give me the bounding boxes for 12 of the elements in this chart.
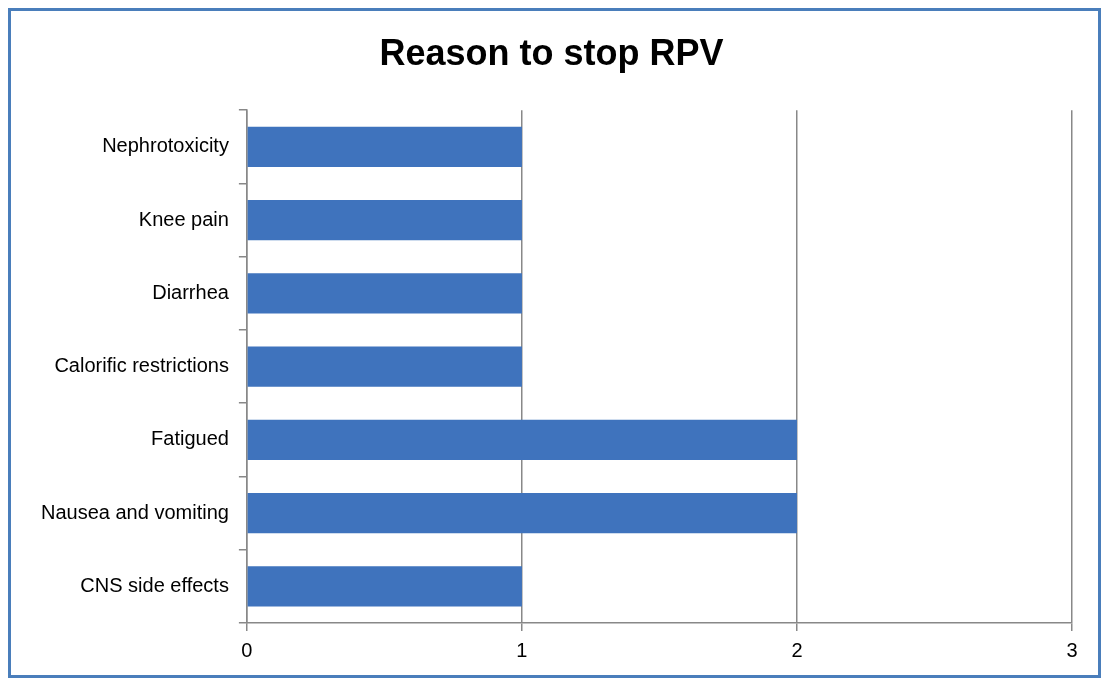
y-tick-label: Nephrotoxicity — [102, 134, 229, 157]
y-tick-label: Nausea and vomiting — [41, 500, 229, 523]
x-tick-label: 2 — [791, 638, 803, 661]
y-tick-label: Fatigued — [151, 427, 229, 450]
x-tick-label: 1 — [516, 638, 528, 661]
y-tick-label: Diarrhea — [152, 280, 230, 303]
x-tick-label: 3 — [1066, 638, 1078, 661]
y-tick-label: CNS side effects — [80, 573, 229, 596]
x-tick-label: 0 — [241, 638, 253, 661]
y-tick-label: Calorific restrictions — [54, 354, 229, 377]
y-tick-label: Knee pain — [138, 207, 229, 230]
chart-title: Reason to stop RPV — [379, 31, 724, 73]
